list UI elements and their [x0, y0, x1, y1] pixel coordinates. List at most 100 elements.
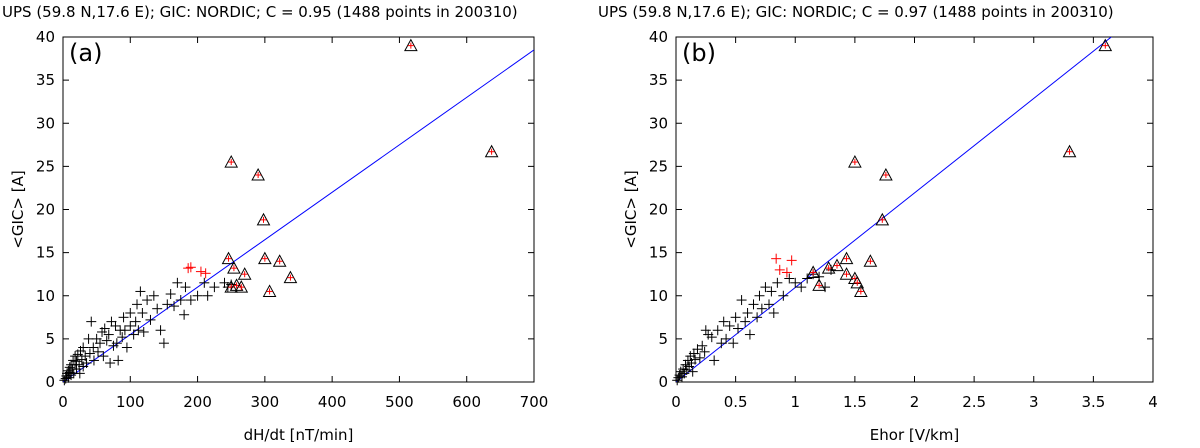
plus-point — [687, 366, 698, 377]
panel-a-chart: UPS (59.8 N,17.6 E); GIC: NORDIC; C = 0.… — [2, 3, 548, 444]
x-tick-label: 1 — [790, 393, 800, 411]
x-tick-label: 100 — [116, 393, 145, 411]
plus-point — [162, 299, 173, 310]
y-axis-label: <GIC> [A] — [9, 170, 27, 248]
regression-line — [63, 49, 534, 382]
red-plus-point — [771, 253, 782, 264]
plus-point — [721, 333, 732, 344]
plus-point — [60, 373, 71, 384]
plus-point — [137, 308, 148, 318]
plus-point — [180, 282, 191, 293]
x-tick-label: 200 — [183, 393, 212, 411]
triangle-point — [404, 38, 418, 52]
plot-frame — [675, 36, 1154, 383]
plus-point — [101, 335, 112, 346]
y-tick-label: 35 — [36, 71, 55, 89]
plus-point — [118, 312, 129, 323]
triangle-point — [875, 212, 890, 226]
plus-point — [111, 338, 122, 349]
plus-point — [199, 277, 210, 288]
y-tick-label: 20 — [36, 201, 55, 219]
plus-point — [117, 332, 128, 343]
plus-point — [74, 368, 85, 379]
y-tick-label: 30 — [649, 114, 668, 132]
plus-point — [103, 329, 114, 340]
triangle-point — [850, 275, 865, 289]
plus-point — [86, 316, 97, 327]
plus-point — [730, 312, 741, 323]
plus-point — [724, 320, 735, 331]
x-tick-label: 500 — [385, 393, 414, 411]
plus-point — [98, 351, 109, 362]
x-tick-label: 700 — [520, 393, 549, 411]
plus-point — [706, 332, 717, 343]
plus-point — [790, 277, 801, 288]
plus-point — [92, 346, 103, 357]
plus-point — [175, 295, 186, 306]
triangle-point — [839, 267, 854, 280]
triangle-point — [272, 254, 287, 267]
plus-point — [64, 362, 75, 373]
plus-point — [113, 355, 124, 366]
red-plus-point — [195, 266, 206, 277]
triangle-point — [484, 144, 499, 158]
plus-point — [99, 323, 110, 334]
plus-point — [130, 316, 141, 327]
plus-point — [778, 290, 789, 301]
plus-point — [202, 290, 213, 301]
chart-title: UPS (59.8 N,17.6 E); GIC: NORDIC; C = 0.… — [598, 3, 1114, 21]
y-tick-label: 30 — [36, 114, 55, 132]
plus-point — [88, 355, 99, 366]
plus-point — [802, 273, 813, 284]
plus-point — [699, 346, 710, 357]
plus-point — [78, 342, 89, 353]
plus-point — [145, 314, 156, 325]
plus-point — [66, 370, 77, 381]
x-tick-label: 2.5 — [962, 393, 986, 411]
plus-point — [694, 352, 705, 363]
plus-point — [138, 326, 149, 337]
plus-point — [70, 351, 81, 362]
y-tick-label: 5 — [45, 330, 55, 348]
triangle-point — [839, 251, 854, 265]
triangle-point — [262, 284, 277, 297]
plus-point — [128, 329, 139, 340]
panel-b-chart: UPS (59.8 N,17.6 E); GIC: NORDIC; C = 0.… — [598, 3, 1158, 444]
y-tick-label: 25 — [36, 157, 55, 175]
plus-point — [155, 325, 166, 336]
plus-point — [133, 325, 144, 336]
red-plus-point — [200, 268, 211, 279]
y-tick-label: 35 — [649, 71, 668, 89]
x-tick-label: 3.5 — [1081, 393, 1105, 411]
plus-point — [764, 299, 775, 310]
plus-point — [125, 308, 136, 318]
plus-point — [80, 351, 91, 362]
plus-point — [733, 323, 744, 334]
plus-point — [106, 316, 117, 327]
triangle-point — [234, 280, 249, 293]
y-tick-label: 10 — [36, 287, 55, 305]
plus-point — [709, 355, 720, 366]
triangle-point — [258, 251, 272, 265]
plus-point — [165, 289, 176, 300]
x-tick-label: 400 — [318, 393, 347, 411]
x-axis-label: dH/dt [nT/min] — [244, 426, 354, 444]
plus-point — [148, 290, 159, 301]
x-tick-label: 0 — [58, 393, 68, 411]
plus-point — [768, 308, 779, 318]
plus-point — [740, 316, 751, 327]
triangle-point — [256, 212, 271, 226]
triangle-point — [879, 167, 893, 181]
plus-point — [172, 277, 183, 288]
plus-point — [158, 338, 169, 349]
triangle-point — [1098, 38, 1113, 52]
x-tick-label: 4 — [1148, 393, 1158, 411]
plus-point — [754, 290, 765, 301]
plus-point — [760, 282, 771, 293]
plus-point — [132, 299, 143, 310]
x-tick-label: 0 — [671, 393, 681, 411]
plus-point — [728, 338, 739, 349]
y-axis-label: <GIC> [A] — [622, 170, 640, 248]
red-plus-point — [185, 262, 196, 273]
x-tick-label: 600 — [452, 393, 481, 411]
